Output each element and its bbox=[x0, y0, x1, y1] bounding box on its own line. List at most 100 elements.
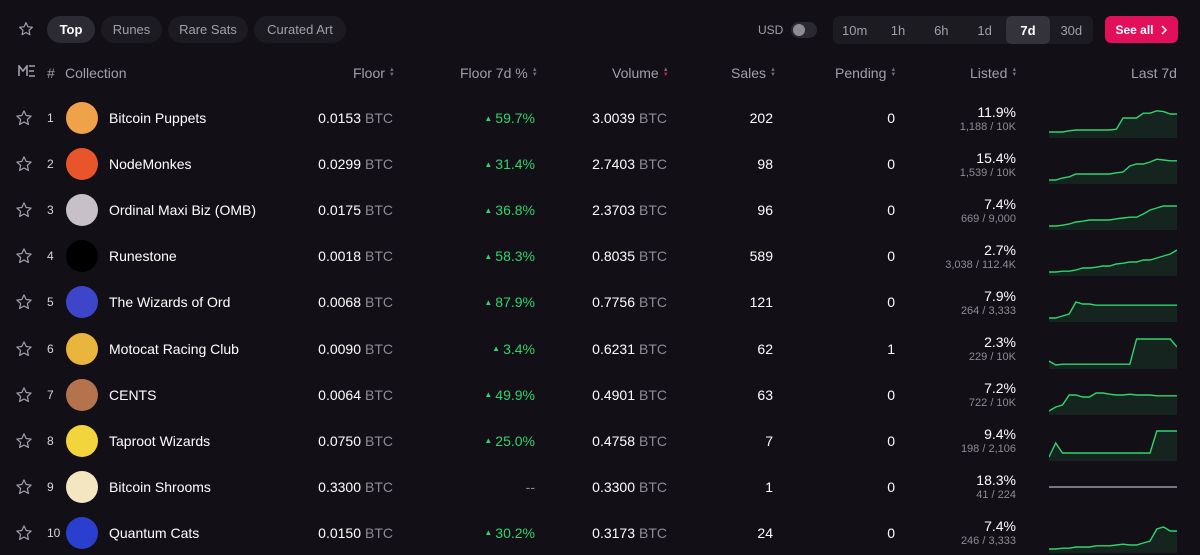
listed-count: 264 / 3,333 bbox=[960, 304, 1016, 317]
marketplace-logo-icon bbox=[18, 65, 36, 77]
pending-count: 0 bbox=[887, 432, 895, 449]
favorite-star-icon[interactable] bbox=[15, 464, 33, 510]
favorite-star-icon[interactable] bbox=[15, 510, 33, 555]
header-last7d: Last 7d bbox=[1131, 65, 1177, 81]
tab-curated-art[interactable]: Curated Art bbox=[254, 16, 346, 43]
table-row[interactable]: 8 Taproot Wizards 0.0750 BTC ▲ 25.0% 0.4758 BTC… bbox=[0, 418, 1200, 464]
btc-unit: BTC bbox=[365, 156, 393, 173]
floor-price: 0.0064 BTC bbox=[318, 386, 393, 403]
collection-avatar bbox=[66, 286, 98, 319]
avatar bbox=[66, 510, 98, 555]
row-rank: 10 bbox=[47, 525, 61, 540]
header-listed[interactable]: Listed ▲ ▼ bbox=[970, 65, 1018, 81]
collection-name[interactable]: Bitcoin Shrooms bbox=[109, 478, 211, 495]
time-10m[interactable]: 10m bbox=[842, 22, 868, 38]
collection-name[interactable]: Bitcoin Puppets bbox=[109, 110, 207, 126]
time-30d[interactable]: 30d bbox=[1060, 22, 1083, 38]
sort-icon: ▲ ▼ bbox=[1011, 67, 1018, 78]
collection-name[interactable]: Taproot Wizards bbox=[109, 432, 211, 449]
sales-count: 121 bbox=[749, 294, 773, 311]
up-arrow-icon: ▲ bbox=[484, 251, 493, 261]
volume: 0.4901 BTC bbox=[592, 386, 667, 403]
btc-unit: BTC bbox=[639, 478, 667, 495]
favorite-star-icon[interactable] bbox=[15, 95, 33, 141]
table-row[interactable]: 4 Runestone 0.0018 BTC ▲ 58.3% 0.8035 BTC 589 0 2.… bbox=[0, 233, 1200, 279]
pending-count: 0 bbox=[887, 248, 895, 265]
favorites-star-icon[interactable] bbox=[14, 17, 38, 41]
sparkline-chart bbox=[1049, 205, 1177, 231]
sparkline-area bbox=[1049, 392, 1177, 415]
favorite-star-icon[interactable] bbox=[15, 418, 33, 464]
table-row[interactable]: 7 CENTS 0.0064 BTC ▲ 49.9% 0.4901 BTC 63 0 7.2% 722… bbox=[0, 372, 1200, 418]
currency-switch[interactable] bbox=[791, 21, 818, 38]
header-volume[interactable]: Volume ▲ ▼ bbox=[612, 65, 669, 81]
collection-name[interactable]: Motocat Racing Club bbox=[109, 340, 239, 357]
sparkline-area bbox=[1049, 250, 1177, 277]
header-pending[interactable]: Pending ▲ ▼ bbox=[835, 65, 897, 81]
collection-name[interactable]: Runestone bbox=[109, 248, 177, 265]
table-row[interactable]: 9 Bitcoin Shrooms 0.3300 BTC -- 0.3300 BTC 1 0 18… bbox=[0, 464, 1200, 510]
table-row[interactable]: 1 Bitcoin Puppets 0.0153 BTC ▲ 59.7% 3.0039 BTC… bbox=[0, 95, 1200, 141]
table-row[interactable]: 5 The Wizards of Ord 0.0068 BTC ▲ 87.9% 0.7756… bbox=[0, 279, 1200, 325]
table-row[interactable]: 10 Quantum Cats 0.0150 BTC ▲ 30.2% 0.3173 BTC 24… bbox=[0, 510, 1200, 555]
avatar bbox=[66, 141, 98, 187]
table-row[interactable]: 2 NodeMonkes 0.0299 BTC ▲ 31.4% 2.7403 BTC 98 0 15… bbox=[0, 141, 1200, 187]
volume: 0.3173 BTC bbox=[592, 524, 667, 541]
favorite-star-icon[interactable] bbox=[15, 187, 33, 233]
btc-unit: BTC bbox=[365, 478, 393, 495]
btc-unit: BTC bbox=[639, 432, 667, 449]
sparkline-area bbox=[1049, 159, 1177, 185]
header-floor[interactable]: Floor ▲ ▼ bbox=[353, 65, 395, 81]
sparkline-chart bbox=[1049, 526, 1177, 553]
btc-unit: BTC bbox=[639, 110, 667, 126]
table-row[interactable]: 3 Ordinal Maxi Biz (OMB) 0.0175 BTC ▲ 36.8% 2.… bbox=[0, 187, 1200, 233]
floor-price: 0.0153 BTC bbox=[318, 110, 393, 126]
row-rank: 1 bbox=[47, 111, 54, 125]
header-sales[interactable]: Sales ▲ ▼ bbox=[731, 65, 776, 81]
collection-name[interactable]: Ordinal Maxi Biz (OMB) bbox=[109, 202, 257, 219]
time-7d[interactable]: 7d bbox=[1006, 16, 1050, 44]
listed-count: 3,038 / 112.4K bbox=[945, 258, 1016, 271]
tab-runes[interactable]: Runes bbox=[101, 16, 162, 43]
header-floor-change[interactable]: Floor 7d % ▲ ▼ bbox=[460, 65, 538, 81]
see-all-button[interactable]: See all bbox=[1105, 16, 1178, 43]
sales-count: 24 bbox=[757, 524, 773, 541]
tab-rare-sats[interactable]: Rare Sats bbox=[168, 16, 248, 43]
floor-price: 0.0750 BTC bbox=[318, 432, 393, 449]
up-arrow-icon: ▲ bbox=[484, 297, 493, 307]
btc-unit: BTC bbox=[365, 202, 393, 219]
sparkline-area bbox=[1049, 430, 1177, 461]
avatar bbox=[66, 233, 98, 279]
listed-stats: 18.3% 41 / 224 bbox=[976, 464, 1016, 510]
time-1h[interactable]: 1h bbox=[890, 22, 906, 38]
favorite-star-icon[interactable] bbox=[15, 372, 33, 418]
tab-top[interactable]: Top bbox=[47, 16, 95, 43]
collection-name[interactable]: NodeMonkes bbox=[109, 156, 192, 173]
table-row[interactable]: 6 Motocat Racing Club 0.0090 BTC ▲ 3.4% 0.6231… bbox=[0, 326, 1200, 372]
currency-toggle[interactable]: USD bbox=[758, 16, 820, 43]
volume: 0.7756 BTC bbox=[592, 294, 667, 311]
listed-count: 1,539 / 10K bbox=[959, 166, 1016, 179]
sparkline-line bbox=[1049, 429, 1177, 457]
sparkline-chart bbox=[1049, 391, 1177, 415]
header-collection[interactable]: Collection bbox=[65, 65, 127, 81]
volume: 3.0039 BTC bbox=[592, 110, 667, 126]
sparkline-chart bbox=[1049, 249, 1177, 277]
sparkline-line bbox=[1049, 526, 1177, 550]
sales-count: 98 bbox=[757, 156, 773, 173]
time-6h[interactable]: 6h bbox=[934, 22, 949, 38]
sparkline-chart bbox=[1049, 110, 1177, 138]
favorite-star-icon[interactable] bbox=[15, 326, 33, 372]
sparkline-chart bbox=[1049, 429, 1177, 461]
collection-name[interactable]: Quantum Cats bbox=[109, 524, 200, 541]
btc-unit: BTC bbox=[365, 524, 393, 541]
floor-change: -- bbox=[525, 478, 535, 495]
btc-unit: BTC bbox=[639, 248, 667, 265]
favorite-star-icon[interactable] bbox=[15, 279, 33, 325]
favorite-star-icon[interactable] bbox=[15, 233, 33, 279]
time-1d[interactable]: 1d bbox=[977, 22, 992, 38]
collection-name[interactable]: The Wizards of Ord bbox=[109, 294, 231, 311]
favorite-star-icon[interactable] bbox=[15, 141, 33, 187]
collection-name[interactable]: CENTS bbox=[109, 386, 157, 403]
floor-price: 0.0018 BTC bbox=[318, 248, 393, 265]
